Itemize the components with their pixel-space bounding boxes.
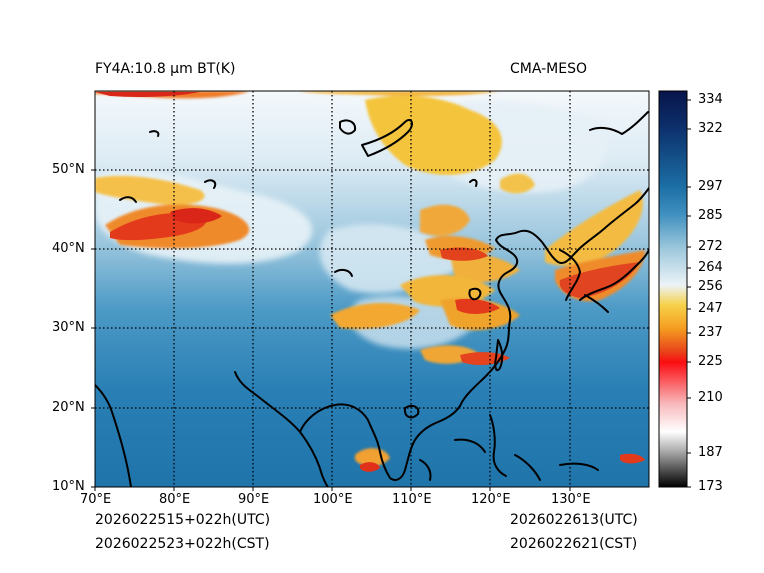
colorbar-ticks <box>687 99 691 488</box>
colorbar-label: 272 <box>698 239 723 254</box>
axis-ticks <box>91 169 571 491</box>
product-title: FY4A:10.8 μm BT(K) <box>95 61 236 77</box>
lat-label-20n: 20°N <box>52 400 85 415</box>
graticule <box>95 91 649 487</box>
map-frame <box>94 90 650 488</box>
colorbar-label: 297 <box>698 179 723 194</box>
colorbar-label: 334 <box>698 92 723 107</box>
colorbar-label: 247 <box>698 301 723 316</box>
init-time-utc: 2026022515+022h(UTC) <box>95 512 271 528</box>
lat-label-40n: 40°N <box>52 241 85 256</box>
colorbar-label: 256 <box>698 279 723 294</box>
colorbar <box>658 90 688 488</box>
colorbar-label: 264 <box>698 260 723 275</box>
lon-label-110e: 110°E <box>392 492 432 507</box>
valid-time-utc: 2026022613(UTC) <box>510 512 638 528</box>
valid-time-cst: 2026022621(CST) <box>510 536 638 552</box>
coastlines <box>95 111 649 487</box>
init-time-cst: 2026022523+022h(CST) <box>95 536 270 552</box>
colorbar-label: 285 <box>698 208 723 223</box>
map-panel <box>95 91 649 487</box>
lon-label-130e: 130°E <box>551 492 591 507</box>
lat-label-50n: 50°N <box>52 162 85 177</box>
very-cold-cores <box>95 92 645 472</box>
colorbar-label: 237 <box>698 325 723 340</box>
colorbar-label: 187 <box>698 445 723 460</box>
colorbar-label: 225 <box>698 354 723 369</box>
model-title: CMA-MESO <box>510 61 588 77</box>
lon-label-70e: 70°E <box>80 492 112 507</box>
lat-label-10n: 10°N <box>52 479 85 494</box>
colorbar-label: 210 <box>698 390 723 405</box>
lon-label-100e: 100°E <box>313 492 353 507</box>
lon-label-90e: 90°E <box>238 492 270 507</box>
colorbar-label: 322 <box>698 121 723 136</box>
lon-label-80e: 80°E <box>159 492 191 507</box>
colorbar-label: 173 <box>698 479 723 494</box>
lat-label-30n: 30°N <box>52 320 85 335</box>
lon-label-120e: 120°E <box>471 492 511 507</box>
